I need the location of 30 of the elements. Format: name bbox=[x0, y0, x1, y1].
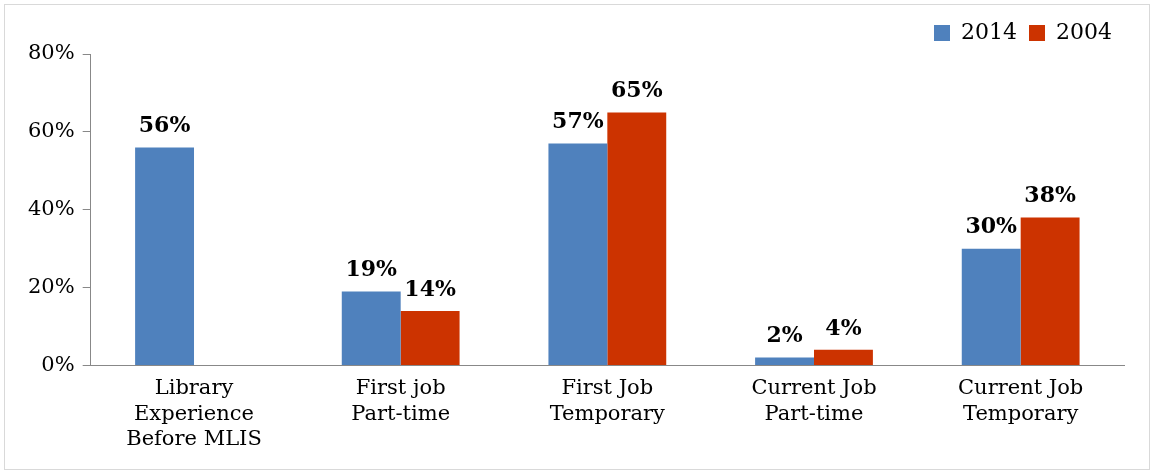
data-label: 30% bbox=[965, 212, 1018, 239]
bar bbox=[814, 349, 873, 365]
data-label: 14% bbox=[404, 274, 456, 301]
data-label: 65% bbox=[611, 76, 663, 103]
data-label: 2% bbox=[766, 321, 803, 348]
y-tick-label: 20% bbox=[27, 274, 75, 298]
bar bbox=[607, 112, 667, 365]
data-label: 56% bbox=[138, 111, 191, 138]
legend-label: 2004 bbox=[1056, 18, 1113, 44]
y-tick-label: 60% bbox=[27, 118, 75, 143]
data-label: 19% bbox=[345, 255, 398, 282]
y-tick-label: 40% bbox=[27, 196, 75, 221]
bar bbox=[400, 310, 460, 365]
y-tick-label: 0% bbox=[41, 351, 75, 376]
legend-label: 2014 bbox=[961, 18, 1018, 44]
bar bbox=[548, 143, 608, 365]
x-tick-label: Current Job Temporary bbox=[958, 375, 1084, 425]
data-label: 4% bbox=[825, 313, 862, 340]
bar bbox=[135, 147, 195, 365]
data-label: 57% bbox=[552, 107, 604, 134]
x-tick-label: First job Part-time bbox=[351, 375, 451, 425]
bar bbox=[961, 248, 1021, 365]
x-tick-label: Library Experience Before MLIS bbox=[126, 375, 262, 450]
y-tick-label: 80% bbox=[27, 40, 75, 65]
x-tick-label: First Job Temporary bbox=[549, 375, 666, 425]
x-tick-label: Current Job Part-time bbox=[751, 375, 877, 425]
bar bbox=[341, 291, 401, 365]
bar bbox=[755, 357, 814, 365]
bar bbox=[1020, 217, 1080, 365]
data-label: 38% bbox=[1024, 181, 1076, 208]
